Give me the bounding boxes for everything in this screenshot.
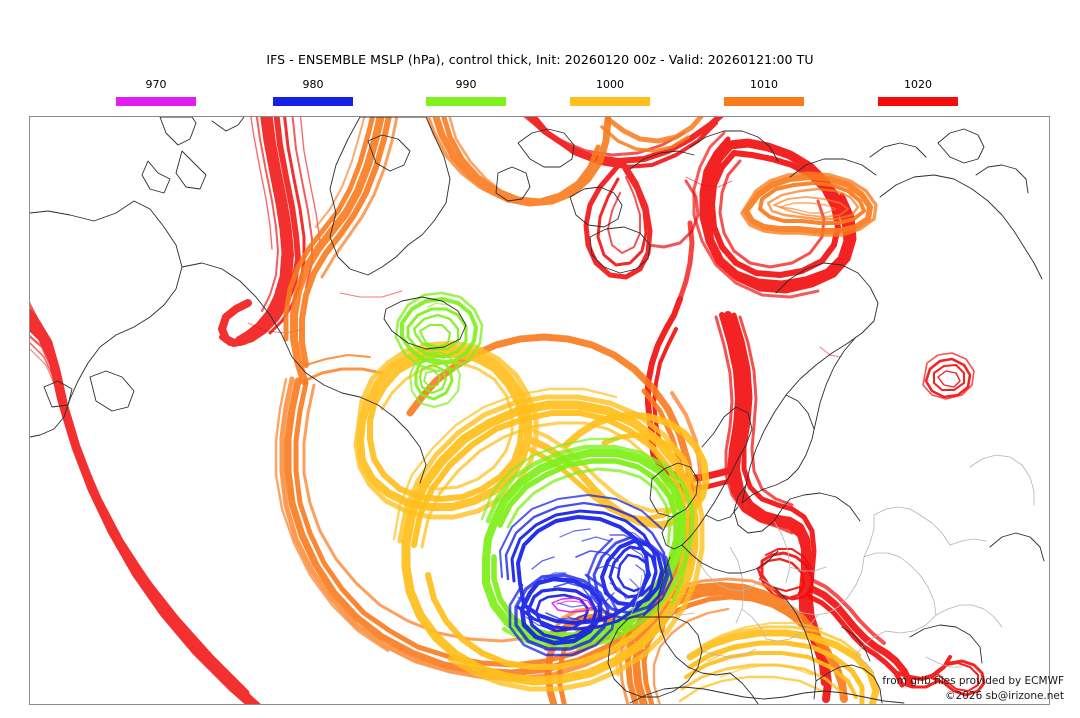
legend-label-980: 980: [302, 78, 324, 91]
contour-group-1020: [30, 117, 986, 704]
map-contour-svg: [30, 117, 1045, 704]
legend-label-1010: 1010: [750, 78, 778, 91]
contour-group-970: [551, 597, 593, 613]
legend-item-990: 990: [411, 78, 521, 106]
contour-group-1000: [353, 340, 880, 704]
contour-group-980: [499, 494, 674, 657]
legend-swatch-970: [116, 97, 196, 106]
legend-item-1000: 1000: [555, 78, 665, 106]
legend-swatch-1000: [570, 97, 650, 106]
legend-label-990: 990: [455, 78, 477, 91]
map-canvas[interactable]: [29, 116, 1050, 705]
legend-item-1020: 1020: [863, 78, 973, 106]
legend-swatch-980: [273, 97, 353, 106]
legend-item-980: 980: [258, 78, 368, 106]
legend-label-1000: 1000: [596, 78, 624, 91]
legend-item-970: 970: [101, 78, 211, 106]
data-source-credit: from grib files provided by ECMWF: [882, 675, 1064, 687]
legend-swatch-1010: [724, 97, 804, 106]
legend-label-970: 970: [145, 78, 167, 91]
legend-swatch-990: [426, 97, 506, 106]
legend-item-1010: 1010: [709, 78, 819, 106]
legend-label-1020: 1020: [904, 78, 932, 91]
copyright-credit: ©2026 sb@irizone.net: [945, 690, 1064, 702]
legend-swatch-1020: [878, 97, 958, 106]
pressure-legend: 970 980 990 1000 1010 1020: [0, 78, 1080, 110]
page-title: IFS - ENSEMBLE MSLP (hPa), control thick…: [266, 52, 814, 67]
